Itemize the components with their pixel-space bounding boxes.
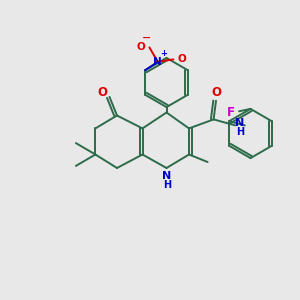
Text: N: N (162, 171, 171, 182)
Text: O: O (136, 42, 146, 52)
Text: N: N (153, 57, 162, 67)
Text: −: − (142, 33, 152, 43)
Text: F: F (227, 106, 235, 119)
Text: O: O (177, 54, 186, 64)
Text: H: H (163, 180, 171, 190)
Text: N: N (235, 118, 244, 128)
Text: +: + (160, 49, 167, 58)
Text: O: O (211, 86, 221, 99)
Text: H: H (236, 127, 245, 137)
Text: O: O (97, 86, 107, 99)
